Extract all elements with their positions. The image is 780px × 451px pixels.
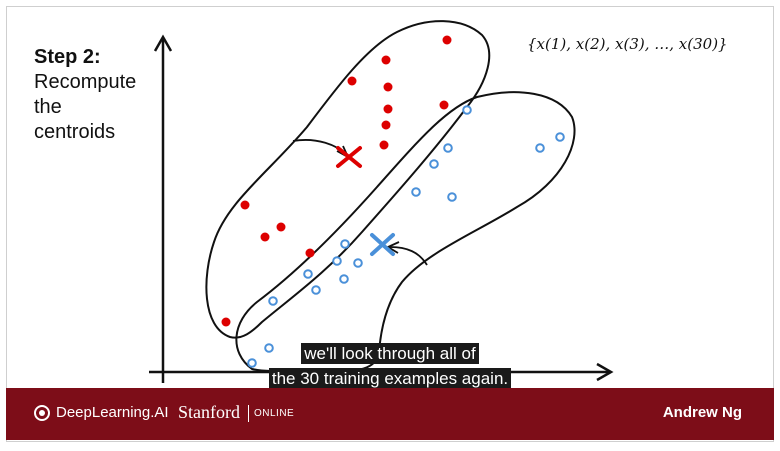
blue-point [339,274,349,284]
training-set-notation: {x(1), x(2), x(3), …, x(30)} [527,35,728,53]
step-line: centroids [34,121,116,143]
red-point [276,222,286,232]
blue-point [268,296,278,306]
blue-point [443,143,453,153]
red-point [347,76,357,86]
y-axis-arrow [153,34,173,52]
red-point [240,200,250,210]
blue-point [311,285,321,295]
blue-point [535,143,545,153]
divider [248,405,249,422]
blue-centroid-arrow [389,246,428,266]
blue-point [264,343,274,353]
step-line: Recompute [34,71,137,93]
blue-point [332,256,342,266]
blue-point [247,358,257,368]
blue-point [555,132,565,142]
blue-point [353,258,363,268]
red-point [381,55,391,65]
red-point [383,104,393,114]
caption-line-2: the 30 training examples again. [0,367,780,390]
blue-point [462,105,472,115]
x-axis-arrow [596,362,614,382]
step-line: the [34,96,62,118]
red-points [221,35,452,327]
red-point [260,232,270,242]
brand-name: DeepLearning.AI [56,404,169,421]
author-name: Andrew Ng [662,404,742,421]
red-point [439,100,449,110]
red-cluster-outline [205,20,491,339]
stanford-logo: Stanford [178,402,240,422]
caption-line-1: we'll look through all of [0,342,780,365]
step-label: Step 2: [34,46,101,68]
deeplearning-icon [34,404,50,421]
axes [149,34,614,383]
blue-point [447,192,457,202]
red-centroid [336,146,362,168]
step-title: Step 2: Recompute the centroids [34,45,136,145]
red-point [379,140,389,150]
red-point [221,317,231,327]
footer-bar: DeepLearning.AI Stanford ONLINE Andrew N… [6,388,774,440]
red-point [442,35,452,45]
blue-point [303,269,313,279]
red-point [305,248,315,258]
deeplearning-logo: DeepLearning.AI [34,404,169,421]
online-label: ONLINE [254,408,295,419]
blue-cluster-outline [235,91,576,373]
blue-point [411,187,421,197]
blue-point [340,239,350,249]
blue-point [429,159,439,169]
blue-centroid [370,233,395,256]
red-point [383,82,393,92]
blue-points [247,105,565,368]
red-point [381,120,391,130]
caption-text: we'll look through all of [301,343,479,364]
caption-text: the 30 training examples again. [268,368,512,389]
